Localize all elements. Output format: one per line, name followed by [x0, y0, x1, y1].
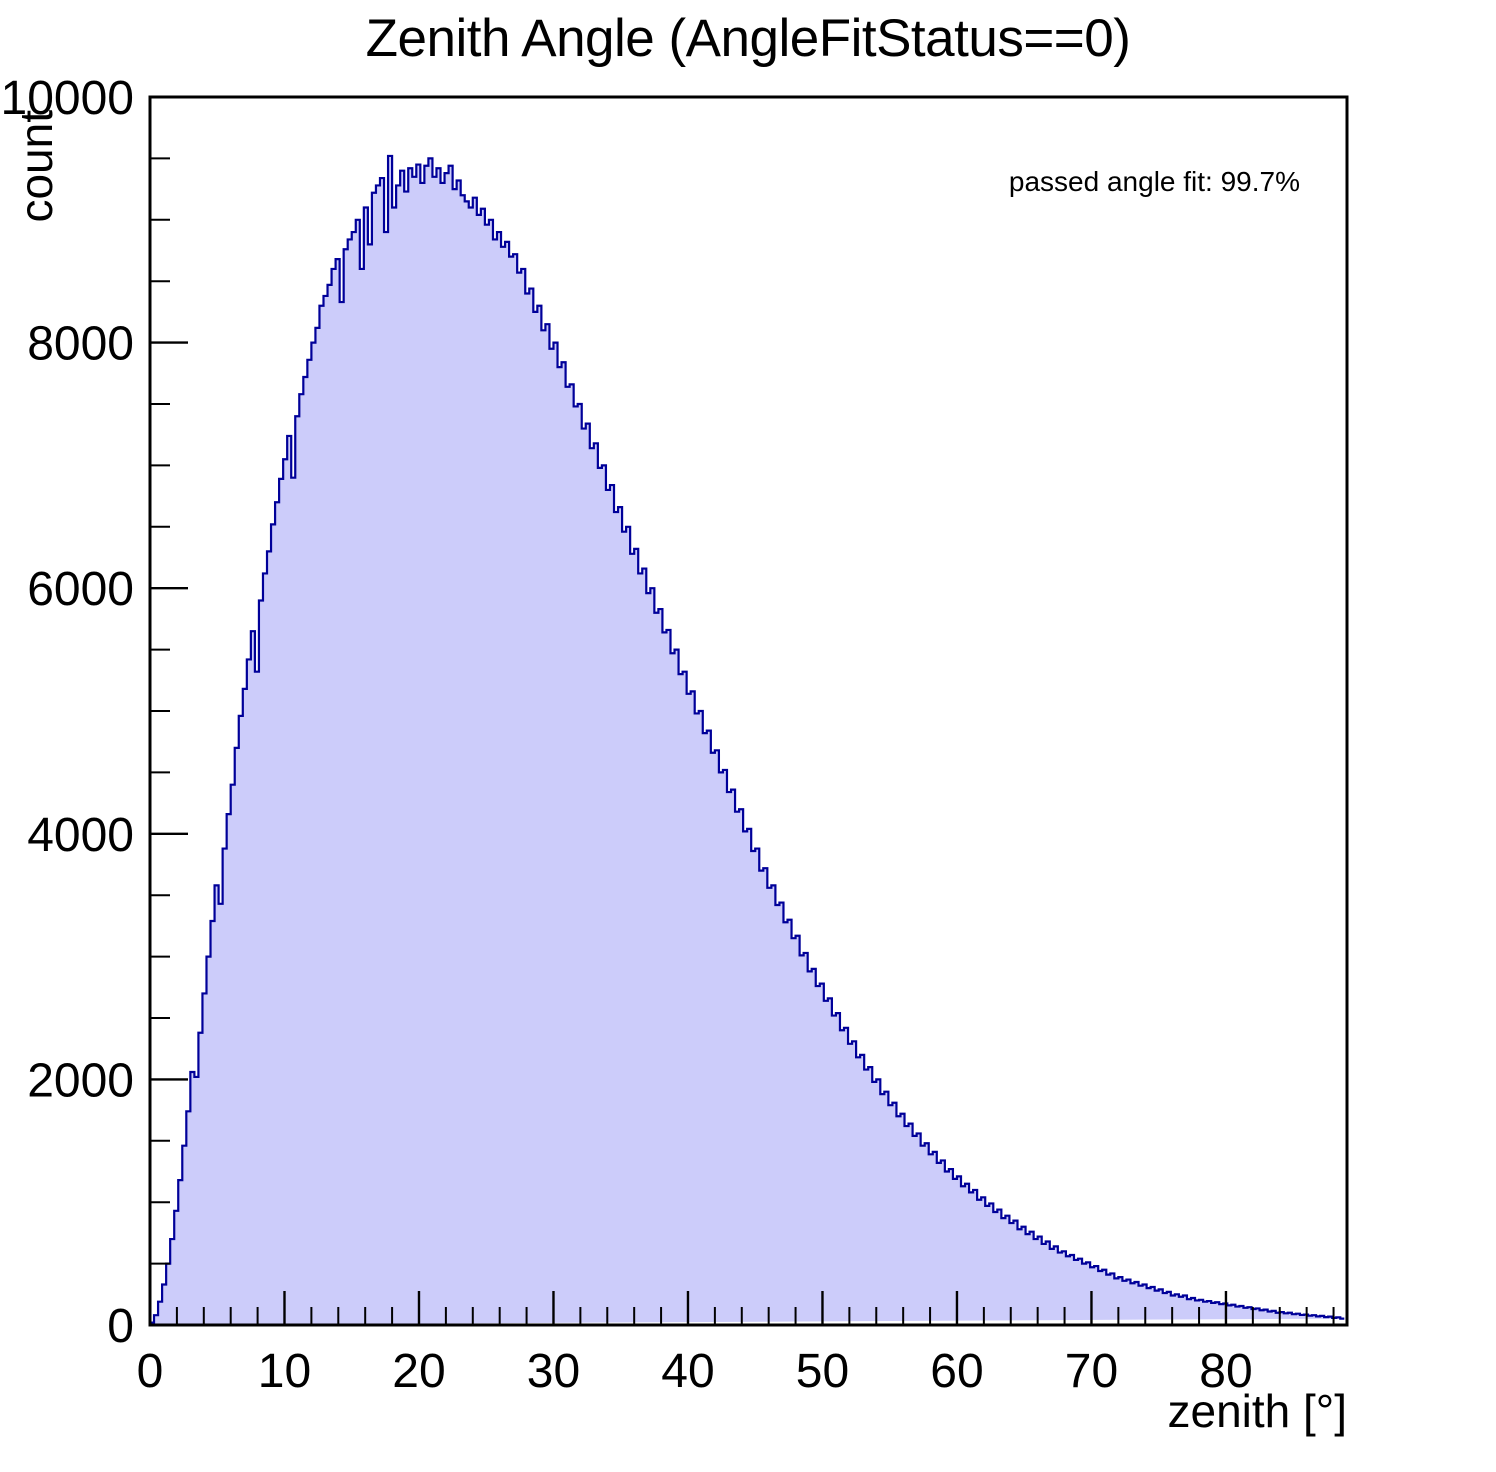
- plot-frame: [148, 95, 1349, 1327]
- y-axis-tick-labels: 0 2000 4000 6000 8000 10000: [1, 72, 134, 1353]
- page-title: Zenith Angle (AngleFitStatus==0): [365, 9, 1131, 68]
- frame-rect: [148, 95, 1349, 1327]
- x-tick-label: 80: [1199, 1345, 1252, 1398]
- x-tick-label: 50: [796, 1345, 849, 1398]
- annotation-passed-angle-fit: passed angle fit: 99.7%: [1009, 166, 1300, 197]
- y-tick-label: 10000: [1, 72, 134, 125]
- x-axis-title: zenith [°]: [1168, 1385, 1348, 1437]
- x-tick-label: 30: [527, 1345, 580, 1398]
- x-tick-label: 40: [661, 1345, 714, 1398]
- y-tick-label: 8000: [27, 318, 134, 371]
- x-tick-label: 60: [930, 1345, 983, 1398]
- histogram-fill-path: [150, 155, 1345, 1326]
- x-tick-label: 20: [392, 1345, 445, 1398]
- histogram-step-path: [148, 154, 1345, 1325]
- x-tick-label: 10: [258, 1345, 311, 1398]
- y-tick-label: 6000: [27, 563, 134, 616]
- y-tick-label: 2000: [27, 1054, 134, 1107]
- x-axis-tick-labels: 0 10 20 30 40 50 60 70 80: [137, 1345, 1253, 1398]
- y-tick-label: 0: [107, 1300, 134, 1353]
- x-tick-label: 0: [137, 1345, 164, 1398]
- y-tick-label: 4000: [27, 809, 134, 862]
- y-axis-minor-ticks: [150, 157, 170, 1265]
- y-axis-title: count: [10, 110, 62, 223]
- histogram-outline: [148, 154, 1345, 1325]
- x-tick-label: 70: [1065, 1345, 1118, 1398]
- x-axis-minor-ticks: [175, 1307, 1335, 1325]
- histogram-fill-area: [150, 155, 1345, 1326]
